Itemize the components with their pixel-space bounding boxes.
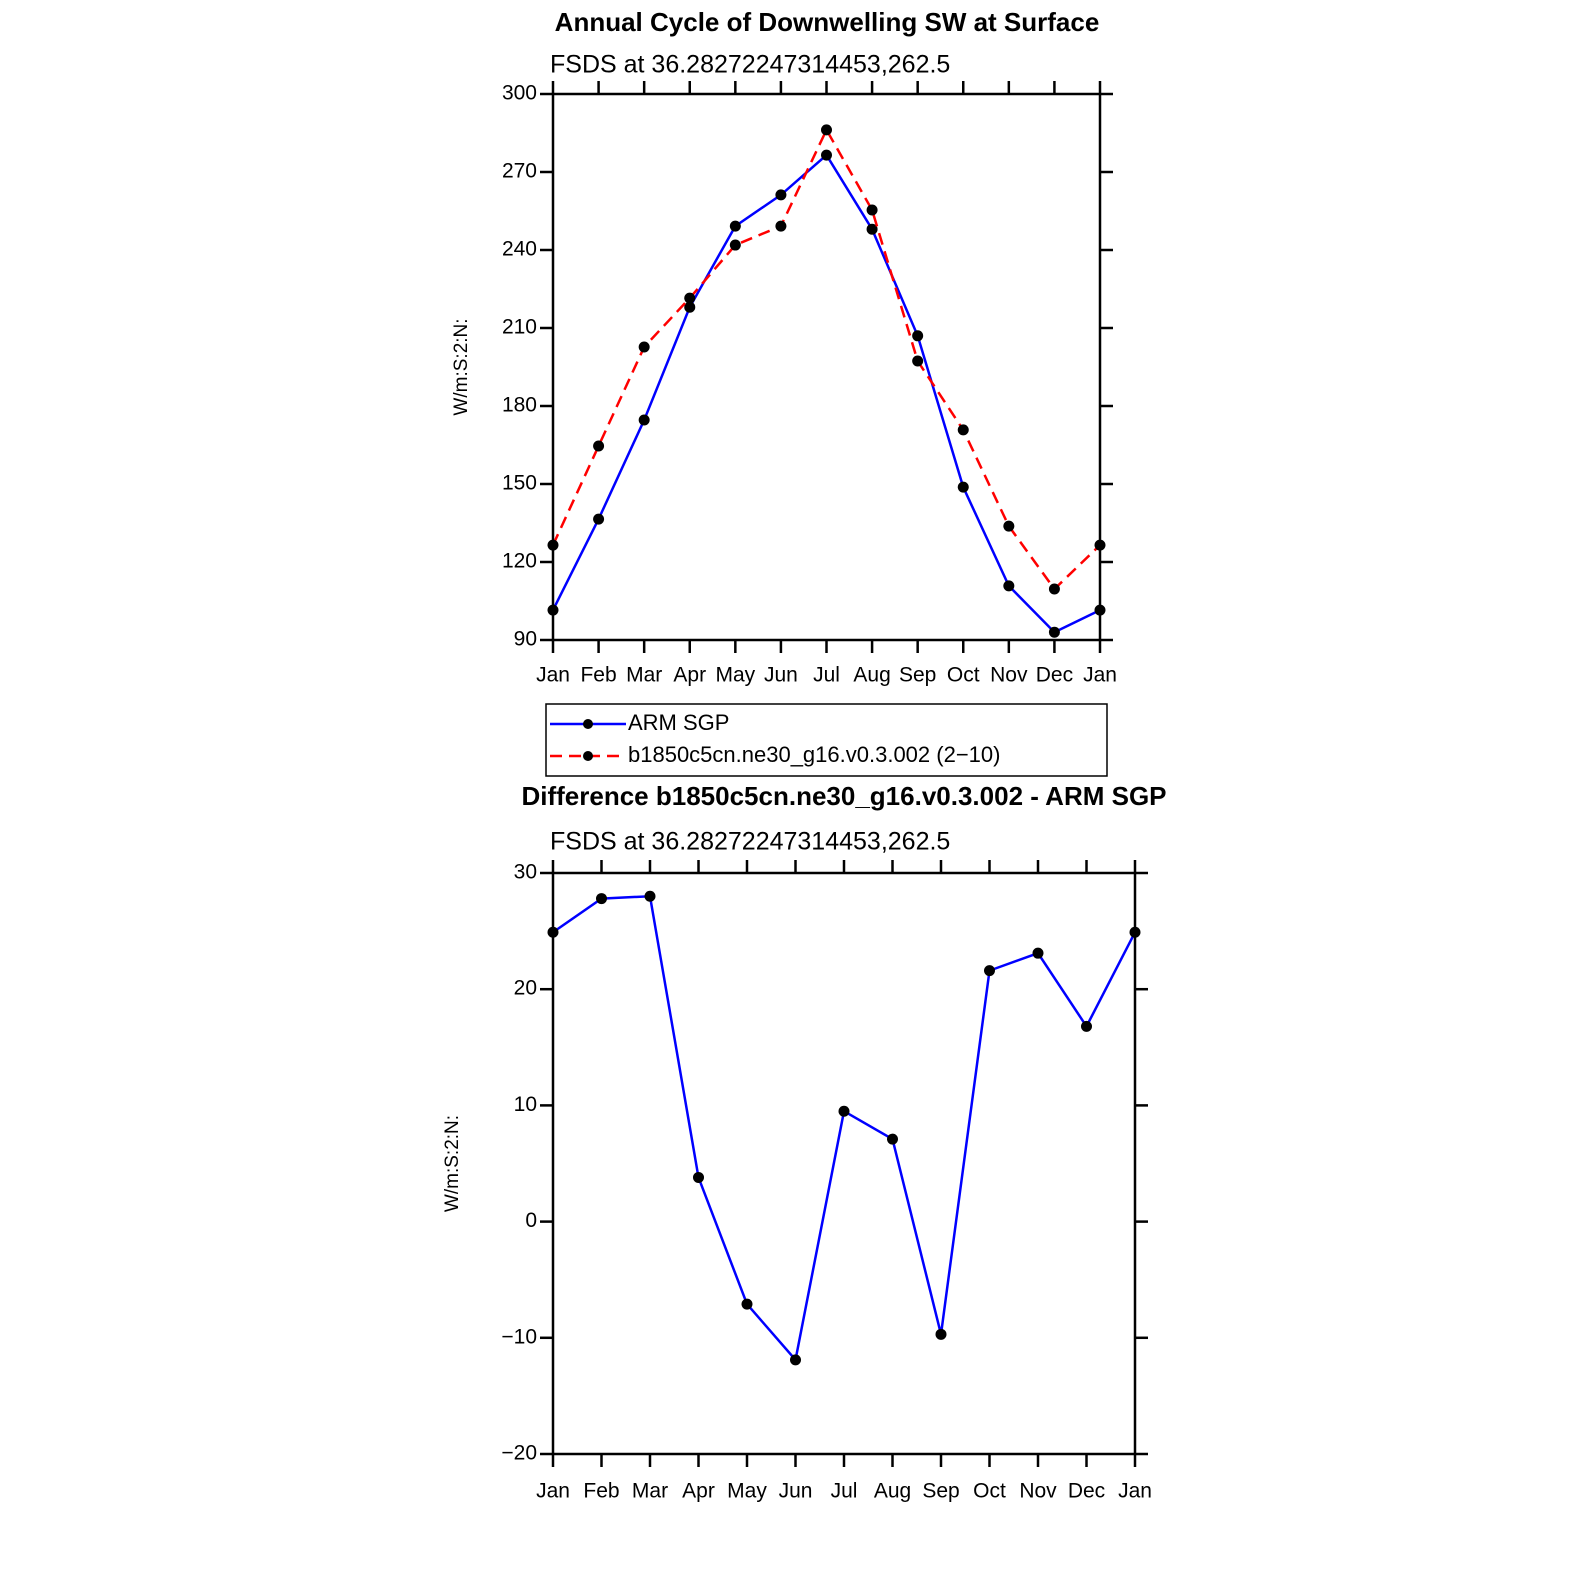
- x-tick-label: Aug: [874, 1480, 911, 1503]
- y-tick-label: 10: [514, 1093, 537, 1116]
- data-point: [866, 223, 878, 235]
- data-point: [866, 204, 878, 216]
- x-tick-label: Jul: [831, 1480, 858, 1503]
- plot-frame: [551, 871, 1137, 1456]
- data-point: [821, 149, 832, 161]
- x-tick-label: Jan: [1083, 664, 1117, 687]
- data-point: [547, 926, 559, 938]
- x-tick-label: Oct: [973, 1480, 1006, 1503]
- x-tick-label: Feb: [580, 664, 616, 687]
- x-tick-label: Jan: [536, 664, 570, 687]
- legend-label: ARM SGP: [628, 710, 729, 735]
- x-tick-label: Jun: [779, 1480, 813, 1503]
- chart-subtitle: FSDS at 36.28272247314453,262.5: [550, 51, 950, 79]
- x-tick-label: Mar: [626, 664, 662, 687]
- y-axis-label: W/m:S:2:N:: [442, 1115, 463, 1212]
- x-tick-label: Apr: [673, 664, 706, 687]
- chart-title: Annual Cycle of Downwelling SW at Surfac…: [555, 7, 1100, 37]
- legend-box: [545, 703, 1108, 777]
- x-tick-label: Jan: [1118, 1480, 1152, 1503]
- x-tick-label: Aug: [853, 664, 890, 687]
- y-tick-label: 120: [502, 550, 537, 573]
- series-line: [552, 894, 1137, 1363]
- data-point: [957, 481, 969, 493]
- y-tick-label: −10: [501, 1325, 537, 1348]
- x-tick-label: Jan: [536, 1480, 570, 1503]
- y-tick-label: 210: [502, 316, 537, 339]
- data-point: [1129, 926, 1141, 938]
- y-tick-label: 240: [502, 238, 537, 261]
- y-tick-label: 180: [502, 394, 537, 417]
- data-point: [887, 1133, 898, 1145]
- y-tick-label: 20: [514, 977, 537, 1000]
- data-point: [593, 513, 605, 525]
- data-point: [1003, 520, 1015, 532]
- y-axis-label: W/m:S:2:N:: [451, 318, 472, 415]
- data-point: [596, 893, 607, 905]
- x-tick-label: Feb: [583, 1480, 619, 1503]
- x-tick-label: Dec: [1036, 664, 1073, 687]
- data-point: [1003, 580, 1015, 592]
- y-tick-label: 90: [514, 628, 537, 651]
- data-point: [935, 1328, 947, 1340]
- data-point: [547, 604, 559, 616]
- data-point: [741, 1298, 753, 1310]
- x-tick-label: Jun: [764, 664, 798, 687]
- data-point: [547, 539, 559, 551]
- y-tick-label: 150: [502, 472, 537, 495]
- y-tick-label: 300: [502, 82, 537, 105]
- legend-marker: [583, 719, 593, 729]
- data-point: [838, 1105, 850, 1117]
- x-tick-label: Sep: [922, 1480, 959, 1503]
- data-point: [821, 124, 832, 136]
- data-point: [684, 301, 696, 313]
- data-point: [912, 330, 924, 342]
- x-tick-label: Nov: [990, 664, 1028, 687]
- x-tick-label: Jul: [813, 664, 840, 687]
- data-point: [1094, 604, 1106, 616]
- data-point: [729, 239, 741, 251]
- data-point: [1048, 626, 1060, 638]
- data-point: [790, 1354, 801, 1366]
- x-tick-label: Dec: [1068, 1480, 1105, 1503]
- data-point: [638, 341, 650, 353]
- legend-marker: [583, 751, 593, 761]
- data-point: [638, 414, 650, 426]
- data-point: [1081, 1020, 1092, 1032]
- x-tick-label: May: [715, 664, 755, 687]
- data-point: [593, 440, 605, 452]
- data-point: [1048, 583, 1060, 595]
- data-point: [984, 965, 995, 977]
- chart-subtitle: FSDS at 36.28272247314453,262.5: [550, 828, 950, 856]
- data-point: [644, 890, 656, 902]
- data-point: [1094, 539, 1106, 551]
- data-point: [1032, 947, 1044, 959]
- x-tick-label: Apr: [682, 1480, 715, 1503]
- y-tick-label: 270: [502, 160, 537, 183]
- x-tick-label: Nov: [1019, 1480, 1057, 1503]
- data-point: [684, 292, 696, 304]
- data-point: [957, 424, 969, 436]
- data-point: [729, 220, 741, 232]
- x-tick-label: Mar: [632, 1480, 668, 1503]
- data-point: [693, 1171, 704, 1183]
- y-tick-label: 30: [514, 861, 537, 884]
- x-tick-label: May: [727, 1480, 767, 1503]
- x-tick-label: Oct: [947, 664, 980, 687]
- x-tick-label: Sep: [899, 664, 936, 687]
- series-line: [551, 153, 1101, 634]
- y-tick-label: 0: [525, 1209, 537, 1232]
- data-point: [912, 355, 924, 367]
- legend-label: b1850c5cn.ne30_g16.v0.3.002 (2−10): [628, 742, 1000, 767]
- chart-title: Difference b1850c5cn.ne30_g16.v0.3.002 -…: [521, 781, 1166, 811]
- data-point: [775, 220, 787, 232]
- y-tick-label: −20: [501, 1442, 537, 1465]
- data-point: [775, 189, 787, 201]
- series-line: [551, 127, 1101, 591]
